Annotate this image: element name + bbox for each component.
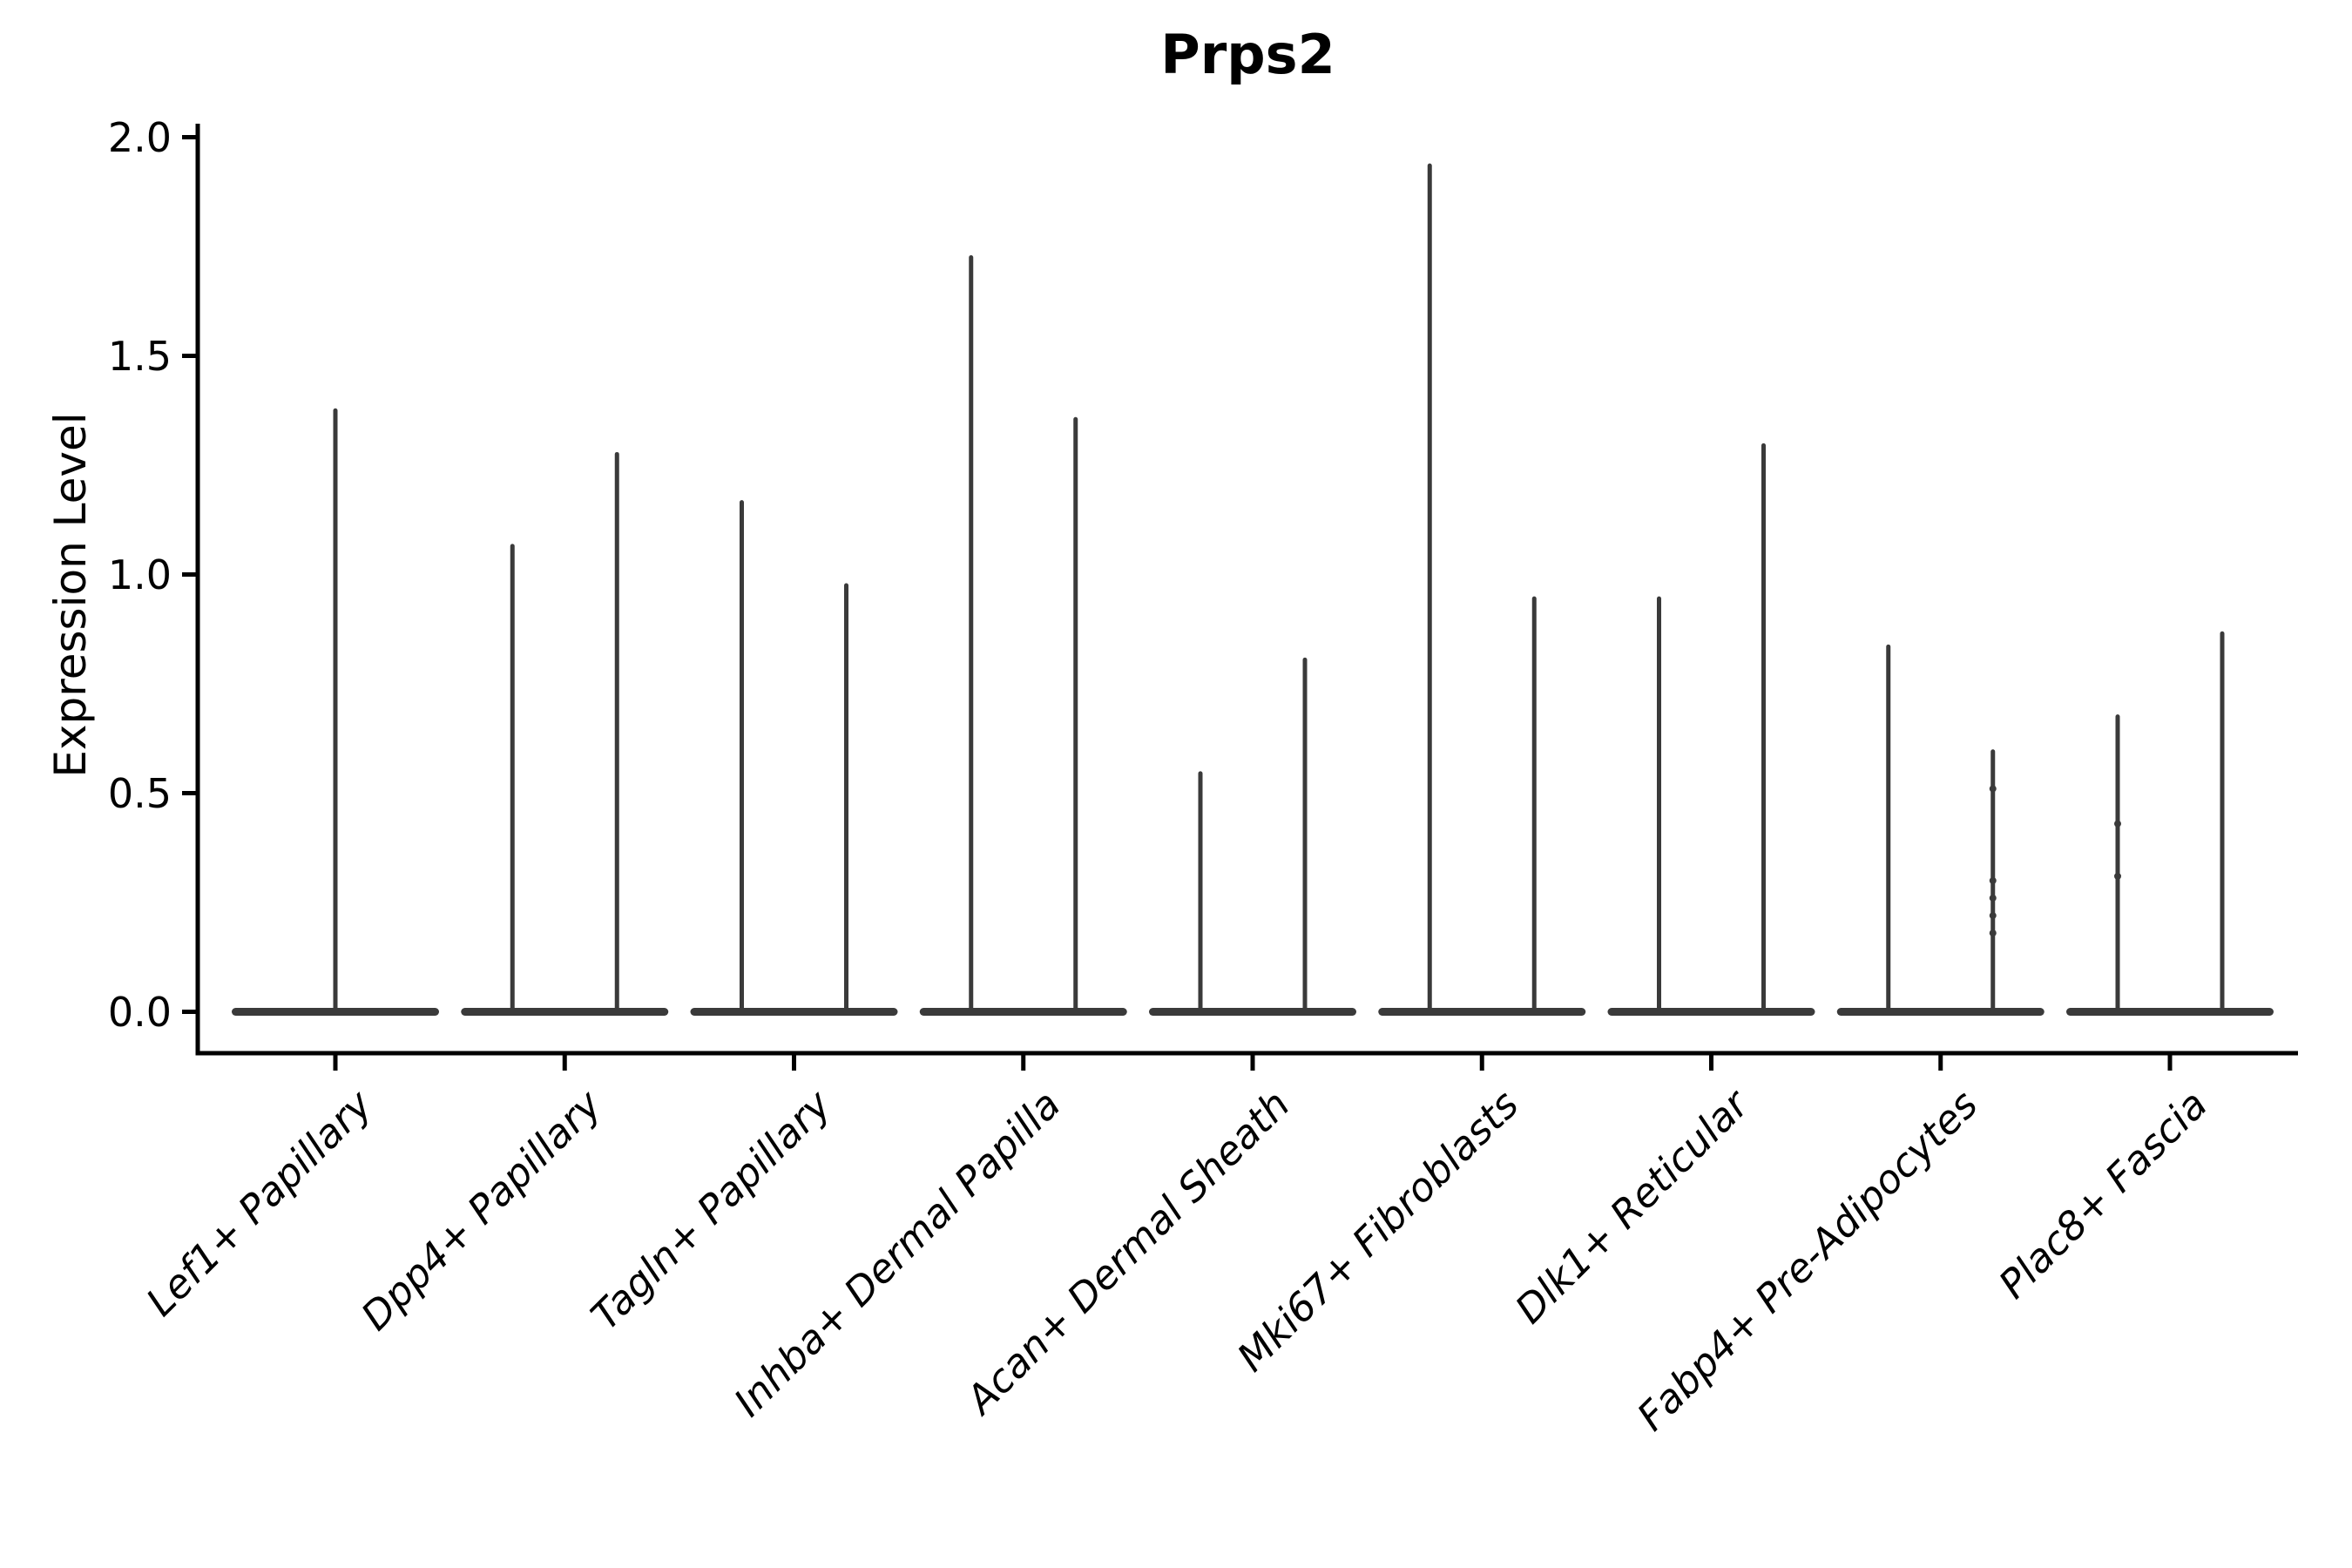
jitter-dot <box>1989 785 1997 793</box>
chart-title: Prps2 <box>1160 23 1335 86</box>
violin-base <box>1836 1008 2044 1016</box>
violin-needle <box>510 544 515 1012</box>
violin-base <box>1607 1008 1815 1016</box>
y-tick-label: 2.0 <box>107 113 172 161</box>
violin-needle <box>333 408 338 1012</box>
violin-needle <box>2115 714 2120 1012</box>
y-tick-label: 0.5 <box>107 769 172 817</box>
violin-base <box>461 1008 669 1016</box>
violin-base <box>919 1008 1127 1016</box>
violin-needle <box>2220 631 2225 1012</box>
violin-needle <box>1886 644 1891 1012</box>
violin-needle <box>1073 416 1078 1012</box>
jitter-dot <box>1989 929 1997 937</box>
violin-needle <box>844 583 848 1012</box>
y-tick-label: 0.0 <box>107 988 172 1036</box>
violin-needle <box>1531 596 1537 1012</box>
jitter-dot <box>2114 872 2121 880</box>
jitter-dot <box>1989 894 1997 902</box>
violin-base <box>1149 1008 1356 1016</box>
jitter-dot <box>1989 876 1997 884</box>
violin-needle <box>1198 771 1203 1012</box>
violin-needle <box>740 500 744 1012</box>
violin-needle <box>614 451 619 1012</box>
y-tick-label: 1.0 <box>107 551 172 598</box>
violin-needle <box>1427 163 1432 1012</box>
violin-base <box>690 1008 898 1016</box>
violin-base <box>2066 1008 2274 1016</box>
violin-needle <box>1657 596 1661 1012</box>
violin-needle <box>1761 443 1766 1012</box>
y-tick-label: 1.5 <box>107 332 172 380</box>
jitter-dot <box>2114 820 2121 828</box>
jitter-dot <box>1989 912 1997 920</box>
violin-base <box>1378 1008 1586 1016</box>
violin-needle <box>969 255 974 1012</box>
violin-needle <box>1302 657 1308 1012</box>
